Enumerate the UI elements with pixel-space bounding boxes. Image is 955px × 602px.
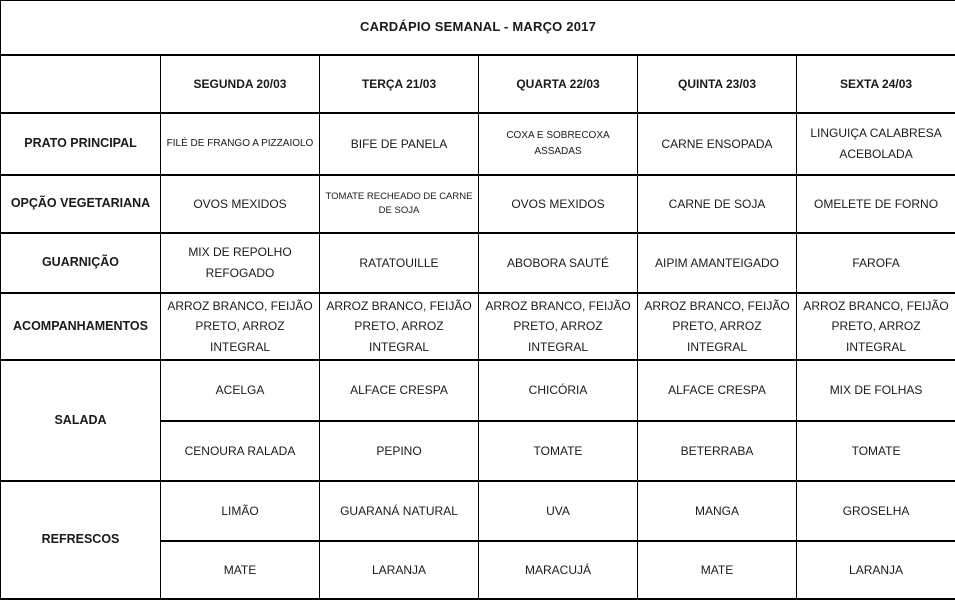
- menu-cell: ARROZ BRANCO, FEIJÃO PRETO, ARROZ INTEGR…: [795, 291, 955, 362]
- menu-cell: FAROFA: [795, 231, 955, 294]
- menu-cell: OVOS MEXIDOS: [478, 173, 638, 234]
- menu-cell: ALFACE CRESPA: [637, 359, 797, 422]
- row-label-salada: SALADA: [0, 359, 161, 482]
- menu-cell: CENOURA RALADA: [160, 420, 320, 482]
- menu-cell: FILÉ DE FRANGO A PIZZAIOLO: [160, 111, 320, 176]
- menu-cell: TOMATE: [478, 420, 638, 482]
- day-header-quinta: QUINTA 23/03: [637, 53, 797, 114]
- menu-cell: ACELGA: [160, 359, 320, 422]
- menu-cell: GUARANÁ NATURAL: [319, 480, 479, 542]
- menu-cell: LARANJA: [795, 540, 955, 600]
- menu-cell: MIX DE FOLHAS: [795, 359, 955, 422]
- menu-cell: RATATOUILLE: [319, 231, 479, 294]
- menu-cell: LIMÃO: [160, 480, 320, 542]
- row-guarnicao: GUARNIÇÃO MIX DE REPOLHO REFOGADO RATATO…: [0, 231, 955, 294]
- menu-cell: OVOS MEXIDOS: [160, 173, 320, 234]
- day-header-terca: TERÇA 21/03: [319, 53, 479, 114]
- menu-cell: CARNE DE SOJA: [637, 173, 797, 234]
- row-opcao-vegetariana: OPÇÃO VEGETARIANA OVOS MEXIDOS TOMATE RE…: [0, 173, 955, 234]
- menu-cell: LARANJA: [319, 540, 479, 600]
- menu-cell: BETERRABA: [637, 420, 797, 482]
- menu-cell: ABOBORA SAUTÉ: [478, 231, 638, 294]
- menu-cell: LINGUIÇA CALABRESA ACEBOLADA: [795, 111, 955, 176]
- row-acompanhamentos: ACOMPANHAMENTOS ARROZ BRANCO, FEIJÃO PRE…: [0, 291, 955, 362]
- row-prato-principal: PRATO PRINCIPAL FILÉ DE FRANGO A PIZZAIO…: [0, 111, 955, 176]
- row-label-opcao-vegetariana: OPÇÃO VEGETARIANA: [0, 173, 161, 234]
- menu-cell: COXA E SOBRECOXA ASSADAS: [478, 111, 638, 176]
- title-row: CARDÁPIO SEMANAL - MARÇO 2017: [0, 0, 955, 56]
- row-label-guarnicao: GUARNIÇÃO: [0, 231, 161, 294]
- menu-cell: CARNE ENSOPADA: [637, 111, 797, 176]
- menu-cell: OMELETE DE FORNO: [795, 173, 955, 234]
- menu-cell: TOMATE RECHEADO DE CARNE DE SOJA: [319, 173, 479, 234]
- row-label-acompanhamentos: ACOMPANHAMENTOS: [0, 291, 161, 362]
- menu-cell: TOMATE: [795, 420, 955, 482]
- menu-cell: MIX DE REPOLHO REFOGADO: [160, 231, 320, 294]
- table-title: CARDÁPIO SEMANAL - MARÇO 2017: [0, 0, 955, 56]
- menu-cell: ALFACE CRESPA: [319, 359, 479, 422]
- menu-cell: GROSELHA: [795, 480, 955, 542]
- day-header-segunda: SEGUNDA 20/03: [160, 53, 320, 114]
- menu-cell: PEPINO: [319, 420, 479, 482]
- menu-cell: MATE: [160, 540, 320, 600]
- row-salada-2: CENOURA RALADA PEPINO TOMATE BETERRABA T…: [1, 420, 955, 482]
- menu-cell: CHICÓRIA: [478, 359, 638, 422]
- menu-cell: MATE: [637, 540, 797, 600]
- menu-cell: MANGA: [637, 480, 797, 542]
- menu-cell: AIPIM AMANTEIGADO: [637, 231, 797, 294]
- row-refrescos-1: REFRESCOS LIMÃO GUARANÁ NATURAL UVA MANG…: [0, 480, 955, 600]
- menu-cell: ARROZ BRANCO, FEIJÃO PRETO, ARROZ INTEGR…: [319, 291, 479, 362]
- menu-cell: MARACUJÁ: [478, 540, 638, 600]
- row-label-refrescos: REFRESCOS: [0, 480, 161, 600]
- row-refrescos-2: MATE LARANJA MARACUJÁ MATE LARANJA: [1, 540, 955, 600]
- menu-cell: ARROZ BRANCO, FEIJÃO PRETO, ARROZ INTEGR…: [637, 291, 797, 362]
- day-header-quarta: QUARTA 22/03: [478, 53, 638, 114]
- row-label-prato-principal: PRATO PRINCIPAL: [0, 111, 161, 176]
- menu-cell: ARROZ BRANCO, FEIJÃO PRETO, ARROZ INTEGR…: [160, 291, 320, 362]
- day-header-sexta: SEXTA 24/03: [795, 53, 955, 114]
- menu-cell: BIFE DE PANELA: [319, 111, 479, 176]
- menu-cell: UVA: [478, 480, 638, 542]
- row-salada-1: SALADA ACELGA ALFACE CRESPA CHICÓRIA ALF…: [0, 359, 955, 482]
- menu-cell: ARROZ BRANCO, FEIJÃO PRETO, ARROZ INTEGR…: [478, 291, 638, 362]
- corner-cell: [0, 53, 161, 114]
- day-header-row: SEGUNDA 20/03 TERÇA 21/03 QUARTA 22/03 Q…: [0, 53, 955, 114]
